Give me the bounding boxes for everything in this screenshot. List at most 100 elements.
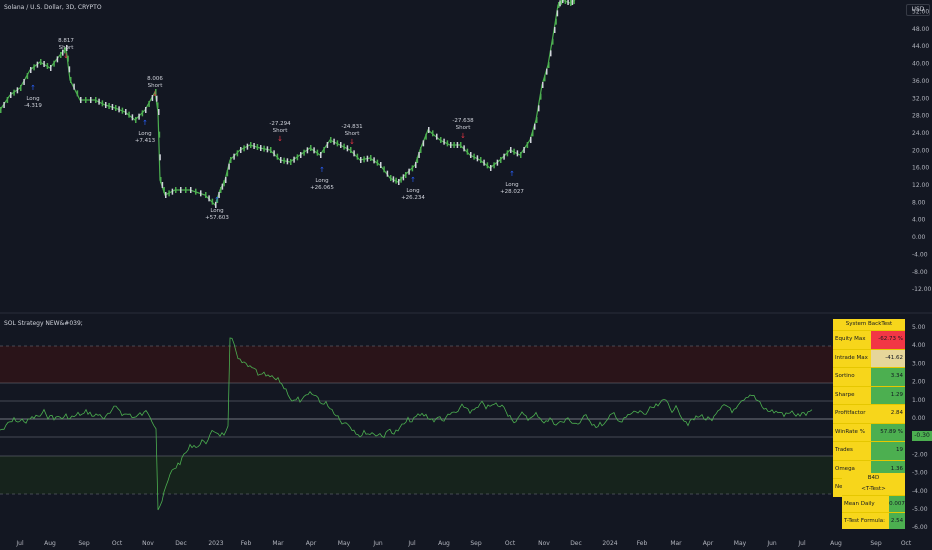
candle (243, 145, 245, 152)
candle (300, 152, 302, 158)
backtest-row-label: Trades (833, 442, 871, 460)
trade-label-text: -27.638 (452, 118, 474, 124)
candle (16, 87, 19, 94)
backtest-row-value: -41.62 (871, 349, 905, 367)
candle (516, 150, 519, 157)
backtest-row-label: Intrade Max DD (833, 349, 871, 378)
candle (425, 133, 427, 140)
osc-tick-label: -2.00 (912, 451, 928, 458)
candle (151, 95, 154, 101)
ttest-row: Mean Daily Returns:0.007 (842, 495, 905, 523)
candle (446, 140, 449, 147)
backtest-row-value: -62.73 % (871, 331, 905, 349)
currency-button[interactable]: USD (906, 4, 930, 16)
candle (135, 117, 137, 123)
candle (263, 145, 265, 152)
candle (296, 154, 299, 161)
candle (105, 102, 107, 108)
candle (415, 162, 417, 168)
candle (70, 77, 72, 83)
osc-tick-label: 1.00 (912, 397, 926, 404)
candle (205, 192, 207, 198)
time-tick-label: May (338, 540, 351, 547)
candle (0, 107, 2, 113)
indicator-title[interactable]: SOL Strategy NEW&#039; (4, 320, 83, 327)
candle (400, 176, 402, 183)
candle (323, 147, 325, 153)
candle (542, 82, 544, 88)
trade-label-long: Long+7.413 ↑ (135, 119, 156, 144)
candle (440, 137, 442, 143)
time-tick-label: Sep (470, 540, 482, 547)
candle (30, 67, 32, 73)
candle (230, 157, 232, 163)
time-tick-label: 2023 (208, 540, 223, 547)
trade-label-text: -27.294 (269, 121, 291, 127)
trade-label-text: Short (59, 45, 75, 51)
backtest-row-label: WinRate % (833, 423, 871, 441)
chart-title: Solana / U.S. Dollar, 3D, CRYPTO (4, 4, 102, 11)
candle (68, 66, 71, 73)
candle (483, 159, 485, 166)
candle (40, 59, 42, 65)
trade-label-text: Short (456, 125, 472, 131)
candle (555, 18, 557, 25)
candle (373, 157, 375, 164)
candle (250, 142, 252, 148)
backtest-row-label: Profitfactor (833, 405, 871, 423)
candle (402, 174, 405, 181)
candle (66, 45, 68, 51)
candle (221, 183, 224, 190)
price-tick-label: -8.00 (912, 269, 928, 276)
candle (570, 0, 572, 6)
candle (95, 97, 97, 103)
backtest-row: Sortino 3.34 (833, 367, 905, 386)
candle (350, 147, 352, 153)
trade-label-text: Short (273, 128, 289, 134)
candle (526, 142, 529, 148)
backtest-row-value: 1.29 (871, 386, 905, 404)
candle (333, 138, 335, 145)
osc-tick-label: 5.00 (912, 324, 926, 331)
candle (534, 123, 536, 130)
time-tick-label: Jun (372, 540, 383, 547)
osc-tick-label: 4.00 (912, 342, 926, 349)
candle (208, 195, 210, 202)
candle (108, 103, 110, 109)
candle (101, 100, 104, 107)
candle (228, 163, 230, 170)
price-tick-label: 8.00 (912, 199, 926, 206)
price-tick-label: 52.00 (912, 9, 929, 16)
candle (80, 97, 82, 103)
candle (370, 155, 372, 161)
time-tick-label: 2024 (602, 540, 617, 547)
candle (418, 152, 420, 158)
candle (453, 142, 455, 148)
candle (121, 107, 124, 114)
candle (390, 175, 392, 181)
ttest-row-label: Mean Daily Returns: (842, 496, 889, 523)
candle (180, 187, 182, 193)
candle (157, 102, 159, 109)
candle (159, 154, 161, 161)
overbought-zone (0, 346, 902, 383)
short-arrow-icon: ↓ (152, 90, 158, 98)
oscillator-value-badge: -0.30 (912, 431, 932, 441)
candle (225, 177, 227, 183)
time-tick-label: Jun (766, 540, 777, 547)
candle (564, 0, 567, 4)
candle (253, 143, 255, 149)
time-tick-label: Sep (78, 540, 90, 547)
ttest-row-value: 0.007 (889, 496, 905, 512)
candle (558, 2, 560, 8)
osc-tick-label: -6.00 (912, 524, 928, 531)
candle (158, 131, 161, 138)
time-tick-label: Dec (570, 540, 582, 547)
time-tick-label: Apr (306, 540, 317, 547)
osc-tick-label: 2.00 (912, 379, 926, 386)
candle (523, 147, 525, 153)
long-arrow-icon: ↑ (319, 166, 325, 174)
candle (195, 188, 197, 195)
